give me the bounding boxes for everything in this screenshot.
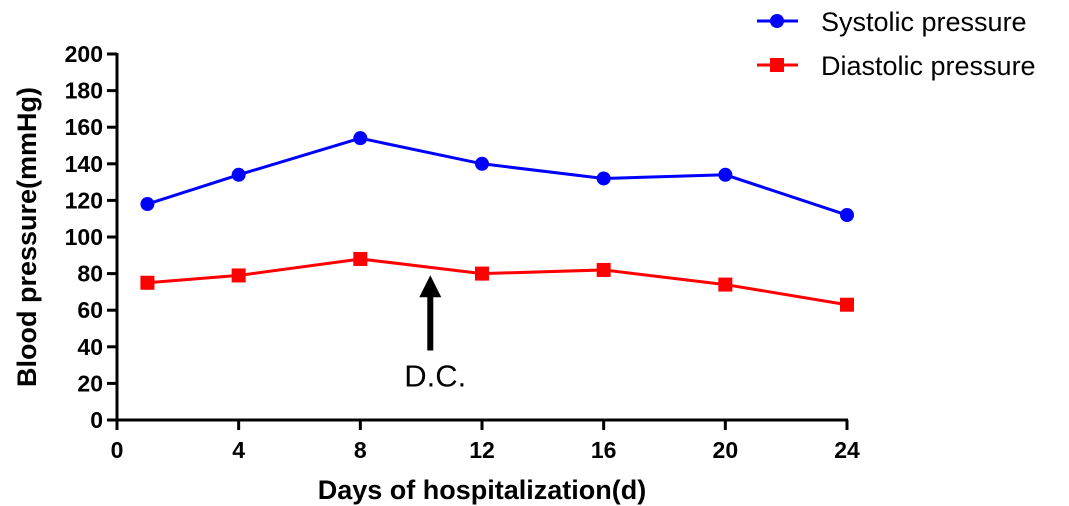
y-tick-label: 200 (65, 41, 103, 67)
y-tick-label: 120 (65, 187, 103, 213)
x-tick-label: 16 (591, 437, 617, 463)
data-point (140, 275, 155, 290)
y-tick-label: 20 (77, 370, 103, 396)
series-line (147, 257, 848, 307)
data-point (840, 208, 854, 223)
data-point (718, 277, 733, 292)
data-point (475, 266, 489, 281)
axes: 0 4 8 12 16 20 24 0 20 40 60 80 100 120 140 160 180 200 (65, 41, 860, 463)
y-tick-label: 0 (90, 407, 103, 433)
legend-label: Diastolic pressure (821, 51, 1036, 81)
data-point (718, 167, 733, 182)
x-tick-label: 24 (834, 437, 860, 463)
data-point (140, 197, 155, 212)
data-point (231, 268, 246, 283)
legend: Systolic pressure Diastolic pressure (757, 7, 1036, 81)
y-tick-label: 60 (77, 297, 103, 323)
y-tick-label: 140 (65, 151, 103, 177)
y-tick-label: 40 (77, 334, 103, 360)
legend-swatch-marker (770, 14, 784, 28)
series-systolic (140, 131, 854, 223)
data-point (231, 167, 246, 182)
y-axis-title: Blood pressure(mmHg) (12, 87, 42, 387)
legend-entry: Diastolic pressure (757, 51, 1036, 81)
data-point (596, 171, 611, 186)
y-tick-label: 80 (77, 261, 103, 287)
x-tick-label: 20 (713, 437, 739, 463)
series (140, 131, 854, 312)
series-diastolic (140, 251, 854, 312)
annotations: D.C. (404, 275, 466, 393)
x-axis-title: Days of hospitalization(d) (318, 475, 647, 505)
annotation-arrow-head (419, 275, 442, 298)
y-tick-label: 180 (65, 78, 103, 104)
x-tick-label: 8 (354, 437, 367, 463)
data-point (353, 131, 368, 146)
y-tick-label: 100 (65, 224, 103, 250)
data-point (596, 262, 611, 277)
data-point (475, 156, 489, 171)
legend-swatch-marker (770, 58, 784, 72)
x-tick-label: 12 (469, 437, 495, 463)
legend-entry: Systolic pressure (757, 7, 1027, 37)
annotation-label: D.C. (404, 358, 466, 393)
series-line (146, 136, 848, 217)
x-tick-label: 0 (111, 437, 124, 463)
data-point (353, 251, 368, 266)
data-point (840, 297, 854, 312)
x-tick-label: 4 (232, 437, 245, 463)
y-tick-label: 160 (65, 114, 103, 140)
legend-label: Systolic pressure (821, 7, 1027, 37)
